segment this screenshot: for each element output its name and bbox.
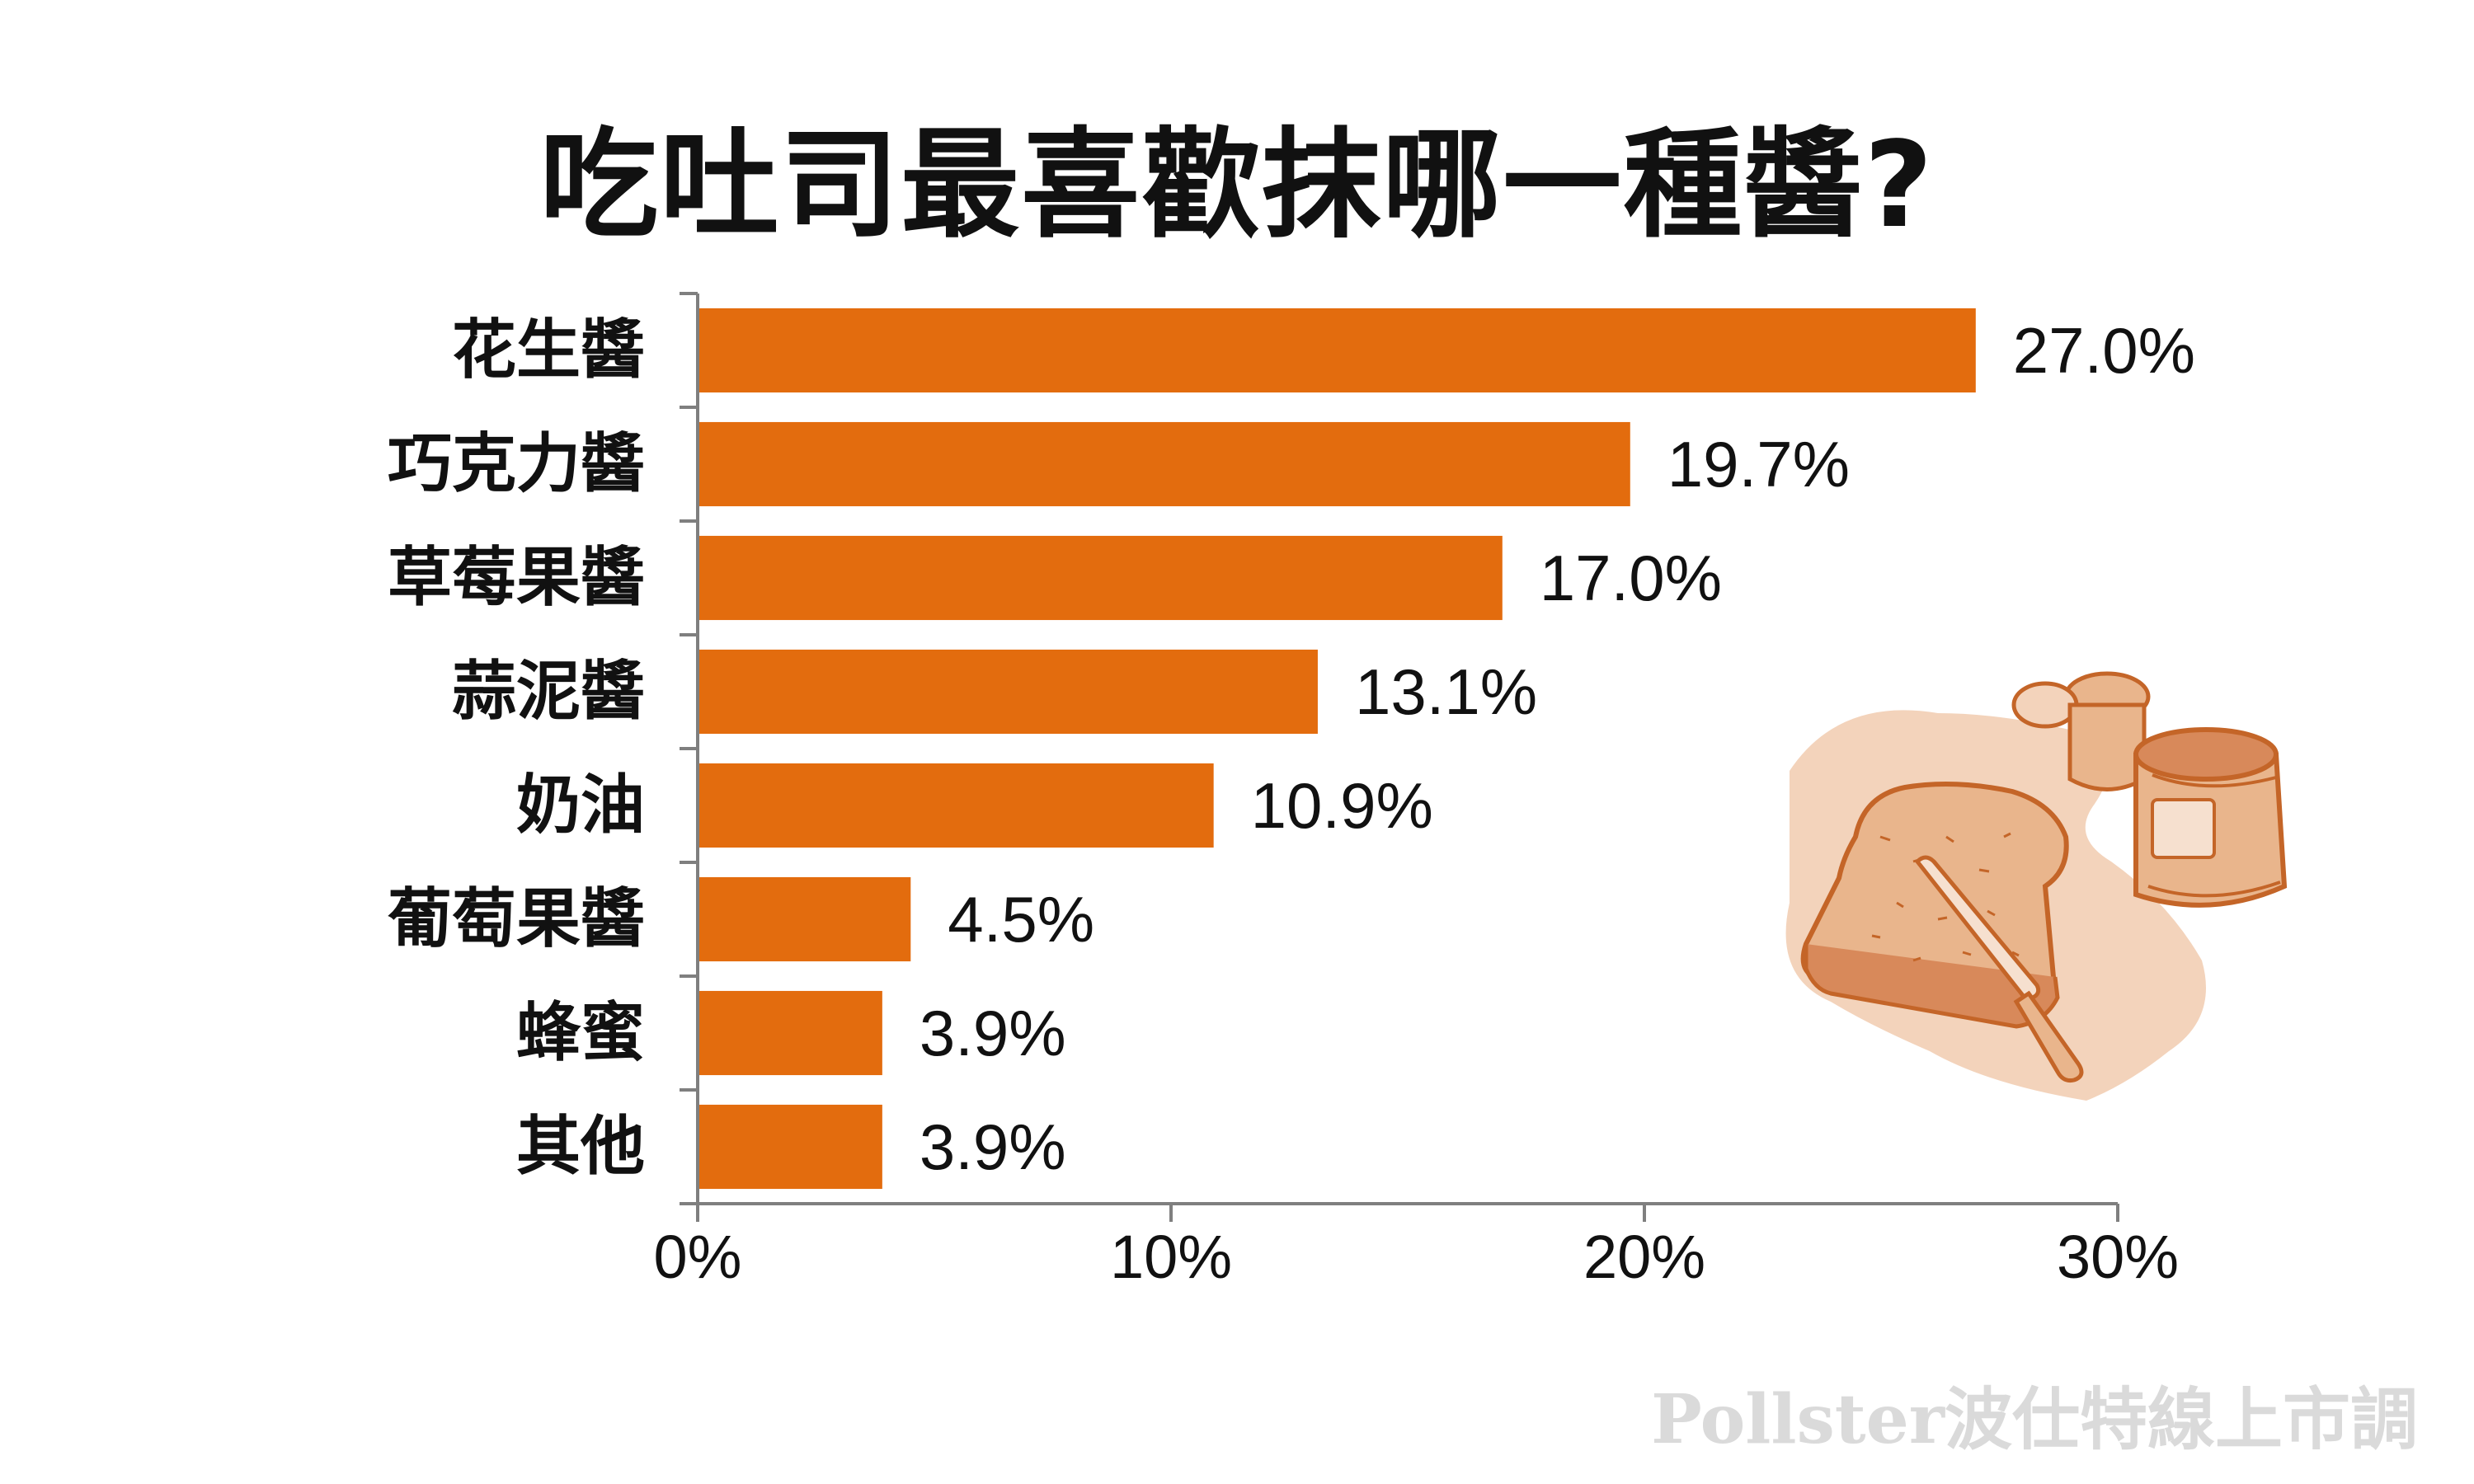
data-label: 3.9%: [920, 997, 1066, 1069]
category-label: 草莓果醬: [388, 541, 645, 615]
category-label: 花生醬: [452, 313, 645, 387]
data-label: 3.9%: [920, 1111, 1066, 1183]
data-label: 4.5%: [948, 883, 1094, 956]
jar-label: [2151, 798, 2216, 859]
data-label: 19.7%: [1667, 428, 1850, 500]
bar: [698, 535, 1503, 621]
category-label: 葡萄果醬: [388, 882, 645, 956]
small-jar: [2067, 702, 2147, 791]
category-label: 其他: [516, 1110, 645, 1184]
category-label: 蒜泥醬: [452, 655, 645, 729]
data-label: 27.0%: [2013, 314, 2195, 387]
x-tick-label: 20%: [1583, 1223, 1705, 1291]
loose-lid: [2011, 681, 2079, 729]
bar: [698, 1104, 882, 1190]
category-label: 蜂蜜: [516, 996, 645, 1070]
x-tick-label: 0%: [654, 1223, 742, 1291]
x-tick-label: 30%: [2057, 1223, 2179, 1291]
bar: [698, 308, 1976, 393]
toast-crust: [1804, 944, 2060, 1029]
chart-title: 吃吐司最喜歡抹哪一種醬?: [539, 115, 1935, 254]
data-label: 10.9%: [1251, 769, 1433, 842]
bar: [698, 763, 1214, 848]
toast-and-jam-illustration: [1785, 671, 2288, 1101]
x-tick-label: 10%: [1110, 1223, 1232, 1291]
knife-handle: [2013, 990, 2084, 1082]
data-label: 13.1%: [1355, 655, 1537, 728]
bar: [698, 421, 1630, 507]
bar: [698, 649, 1318, 735]
category-label: 奶油: [516, 768, 645, 843]
knife-blade: [1914, 855, 2041, 1000]
bar: [698, 876, 911, 962]
data-label: 17.0%: [1540, 542, 1722, 614]
watermark: Pollster波仕特線上市調: [1651, 1380, 2418, 1459]
bar: [698, 990, 882, 1076]
big-jar-lid: [2133, 727, 2279, 782]
category-label: 巧克力醬: [388, 427, 645, 501]
